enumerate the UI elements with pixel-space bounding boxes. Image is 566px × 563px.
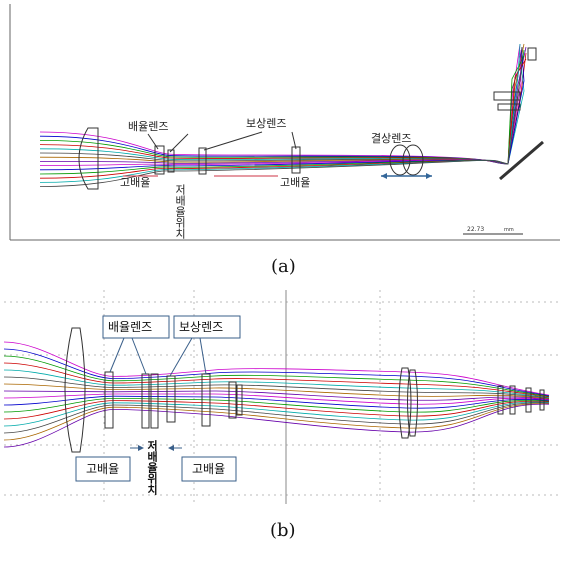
ray-5: [39, 58, 523, 165]
leader-zoom-a2: [169, 133, 189, 153]
label-high-mag-left-a: 고배율: [120, 176, 150, 189]
label-imaging-lens-a: 결상렌즈: [371, 132, 411, 145]
ray-b13: [4, 402, 550, 434]
ray-3: [39, 52, 527, 165]
front-lens-a: [78, 127, 99, 190]
ray-b7: [4, 390, 550, 401]
ray-0: [39, 43, 521, 165]
label-zoom-lens-a: 배율렌즈: [128, 120, 168, 133]
zoom-lens-element-a: [154, 145, 165, 175]
imaging-lens-b1: [398, 367, 412, 439]
ray-7: [39, 46, 527, 165]
arrowhead-right-b: [168, 445, 174, 451]
label-comp-lens-a: 보상렌즈: [246, 117, 286, 130]
comp-lens-element-b1: [166, 375, 176, 423]
ray-bundle-a: [39, 43, 527, 187]
ray-b8: [4, 393, 550, 405]
box-high-mag-left-b: [75, 456, 131, 482]
imaging-lens-element-a1: [389, 144, 411, 176]
label-zoom-lens-b: 배율렌즈: [108, 320, 152, 334]
label-comp-lens-b: 보상렌즈: [179, 320, 223, 334]
panel-a-diagram: 배율렌즈 보상렌즈 결상렌즈 고배율 고배율 저배율위치 22.73 mm: [8, 4, 560, 244]
ray-bundle-b: [4, 341, 550, 448]
leader-comp-b2: [199, 337, 207, 375]
label-low-mag-pos-a: 저배율위치: [174, 184, 187, 239]
ray-b0: [4, 341, 550, 396]
optical-layout-b: 배율렌즈 보상렌즈 고배율 고배율 저배율위치: [4, 290, 562, 504]
relay-lens-a1: [493, 91, 521, 101]
ray-b10: [4, 397, 550, 413]
arrowhead-left-b: [138, 445, 144, 451]
box-high-mag-right-b: [181, 456, 237, 482]
scale-value: 22.73: [467, 226, 484, 233]
ray-b5: [4, 376, 550, 399]
zoom-lens-element-a2: [167, 149, 175, 173]
ray-b2: [4, 355, 550, 397]
zoom-lens-element-b3: [150, 373, 159, 429]
ray-b14: [4, 403, 550, 441]
zoom-lens-element-b1: [104, 371, 114, 429]
comp-lens-element-a1: [198, 147, 207, 175]
rear-lens-b2: [509, 385, 516, 415]
rear-lens-b3: [525, 387, 532, 413]
leader-zoom-a1: [147, 133, 159, 150]
label-high-mag-right-a: 고배율: [280, 176, 310, 189]
relay-lens-b1: [228, 381, 237, 419]
arrowhead-imaging-right: [426, 173, 432, 179]
caption-b: (b): [270, 520, 296, 541]
relay-lens-a3: [527, 47, 537, 61]
rear-lens-b4: [539, 389, 545, 411]
leader-comp-b1: [169, 337, 193, 377]
ray-b1: [4, 348, 550, 397]
ray-6: [39, 43, 525, 165]
optical-layout-a: 배율렌즈 보상렌즈 결상렌즈 고배율 고배율 저배율위치 22.73 mm: [9, 4, 560, 241]
label-high-mag-left-b: 고배율: [86, 462, 119, 476]
caption-a: (a): [271, 256, 296, 277]
relay-lens-b2: [236, 384, 243, 416]
rear-lens-b1: [497, 385, 504, 415]
leader-zoom-b1: [109, 337, 125, 373]
leader-comp-a2: [291, 131, 297, 150]
box-comp-lens-b: [173, 315, 241, 339]
leader-zoom-b2: [131, 337, 147, 375]
label-low-mag-pos-b: 저배율위치: [146, 439, 159, 496]
ray-2: [39, 49, 525, 165]
ray-b15: [4, 403, 550, 448]
ray-b12: [4, 401, 550, 427]
relay-lens-a2: [497, 103, 521, 111]
imaging-lens-b2: [407, 369, 418, 437]
ray-b4: [4, 369, 550, 398]
scale-unit: mm: [504, 227, 514, 233]
ray-b9: [4, 395, 550, 409]
ray-b11: [4, 400, 550, 420]
fold-mirror-a: [499, 140, 544, 181]
panel-b-diagram: 배율렌즈 보상렌즈 고배율 고배율 저배율위치: [4, 290, 562, 504]
leader-comp-a1: [203, 131, 263, 151]
ray-b3: [4, 362, 550, 398]
box-zoom-lens-b: [102, 315, 170, 339]
front-lens-b: [64, 327, 86, 453]
ray-b6: [4, 383, 550, 400]
ray-4: [39, 55, 525, 165]
label-high-mag-right-b: 고배율: [192, 462, 225, 476]
ray-8: [39, 49, 522, 166]
arrowhead-imaging-left: [381, 173, 387, 179]
ray-13: [39, 46, 523, 187]
ray-1: [39, 46, 523, 165]
imaging-lens-element-a2: [402, 144, 424, 176]
dotted-grid-b: [4, 290, 562, 504]
